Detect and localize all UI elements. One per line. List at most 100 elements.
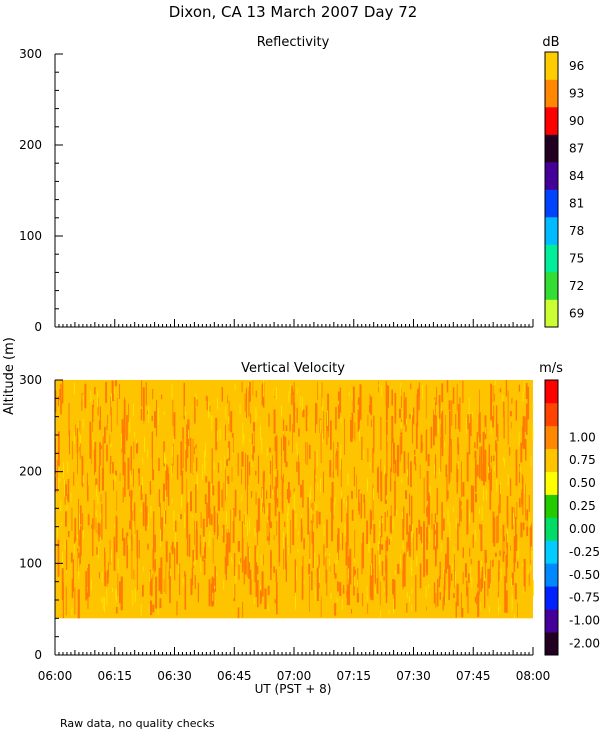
velocity-streak [462, 380, 464, 403]
velocity-highlight-streak [100, 512, 102, 520]
velocity-highlight-streak [142, 476, 144, 494]
velocity-highlight-streak [57, 524, 58, 538]
velocity-highlight-streak [255, 413, 257, 417]
velocity-streak [493, 517, 496, 547]
velocity-streak [67, 479, 70, 503]
velocity-streak [436, 488, 439, 515]
velocity-streak [230, 411, 233, 433]
colorbar-swatch [545, 609, 558, 633]
velocity-streak [86, 592, 89, 599]
colorbar-label: 72 [569, 279, 584, 293]
velocity-streak [330, 420, 332, 450]
velocity-highlight-streak [171, 383, 173, 400]
velocity-streak [294, 559, 297, 596]
velocity-streak [435, 537, 437, 553]
colorbar-label: 84 [569, 169, 584, 183]
velocity-streak [309, 576, 310, 613]
velocity-streak [317, 382, 318, 400]
velocity-streak [348, 582, 351, 606]
velocity-streak [362, 592, 364, 607]
velocity-highlight-streak [90, 391, 92, 403]
velocity-streak [334, 603, 337, 616]
velocity-highlight-streak [523, 381, 525, 393]
colorbar-label: -2.00 [569, 637, 600, 651]
velocity-highlight-streak [348, 392, 350, 396]
velocity-highlight-streak [130, 475, 132, 484]
velocity-streak [248, 391, 250, 417]
velocity-streak [461, 608, 464, 618]
velocity-streak [256, 565, 259, 575]
velocity-highlight-streak [488, 605, 490, 613]
vertical-velocity-x-axis: 06:00 06:15 06:30 06:45 07:00 07:15 07:30 07:45… [38, 647, 550, 683]
velocity-streak [192, 438, 194, 475]
footnote: Raw data, no quality checks [60, 717, 215, 730]
velocity-streak [331, 482, 334, 520]
velocity-highlight-streak [297, 549, 299, 553]
vertical-velocity-colorbar-unit: m/s [539, 361, 563, 376]
velocity-streak [296, 461, 298, 472]
velocity-highlight-streak [336, 446, 338, 451]
velocity-streak [138, 539, 140, 559]
velocity-streak [208, 405, 211, 412]
velocity-streak [494, 393, 495, 402]
velocity-highlight-streak [406, 418, 407, 425]
velocity-streak [163, 578, 165, 593]
velocity-streak [316, 510, 318, 529]
colorbar-label: 93 [569, 86, 584, 100]
velocity-streak [524, 484, 526, 521]
velocity-streak [226, 528, 229, 566]
velocity-highlight-streak [260, 584, 262, 590]
vertical-velocity-panel: Vertical Velocity m/s 06:00 06:15 06:30 06:… [19, 361, 600, 683]
velocity-highlight-streak [244, 511, 246, 527]
velocity-highlight-streak [219, 428, 221, 441]
velocity-highlight-streak [196, 474, 198, 485]
velocity-highlight-streak [287, 505, 289, 516]
velocity-streak [341, 496, 343, 523]
velocity-highlight-streak [223, 423, 225, 440]
x-tick-label: 07:15 [336, 669, 371, 683]
velocity-streak [455, 414, 457, 430]
velocity-streak [492, 559, 494, 568]
velocity-streak [224, 556, 227, 574]
velocity-streak [288, 482, 290, 504]
velocity-streak [427, 454, 430, 467]
velocity-highlight-streak [97, 546, 99, 559]
velocity-streak [506, 533, 508, 568]
velocity-highlight-streak [55, 492, 57, 508]
velocity-streak [439, 398, 441, 420]
velocity-highlight-streak [171, 498, 173, 504]
velocity-highlight-streak [474, 529, 476, 542]
velocity-streak [215, 418, 218, 451]
velocity-highlight-streak [157, 407, 159, 425]
velocity-streak [517, 603, 518, 618]
velocity-highlight-streak [121, 433, 122, 449]
velocity-streak [316, 567, 319, 601]
velocity-streak [133, 569, 135, 580]
velocity-highlight-streak [341, 598, 343, 610]
velocity-streak [499, 484, 501, 514]
velocity-highlight-streak [70, 492, 72, 502]
velocity-streak [438, 576, 441, 588]
velocity-streak [399, 408, 402, 418]
velocity-streak [469, 547, 471, 557]
velocity-highlight-streak [347, 567, 349, 580]
velocity-streak [372, 484, 374, 520]
velocity-streak [282, 478, 284, 514]
velocity-streak [423, 477, 425, 514]
colorbar-label: -0.50 [569, 568, 600, 582]
velocity-highlight-streak [299, 396, 301, 407]
velocity-highlight-streak [96, 484, 98, 497]
velocity-streak [373, 415, 375, 451]
velocity-streak [347, 495, 349, 525]
x-tick-label: 06:45 [217, 669, 252, 683]
velocity-highlight-streak [113, 387, 115, 400]
velocity-streak [192, 549, 195, 568]
velocity-streak [154, 559, 156, 572]
velocity-streak [371, 548, 374, 578]
velocity-streak [449, 410, 451, 447]
velocity-highlight-streak [93, 439, 95, 450]
velocity-highlight-streak [330, 592, 332, 599]
velocity-highlight-streak [132, 590, 134, 606]
velocity-highlight-streak [220, 460, 222, 471]
velocity-streak [151, 415, 153, 421]
